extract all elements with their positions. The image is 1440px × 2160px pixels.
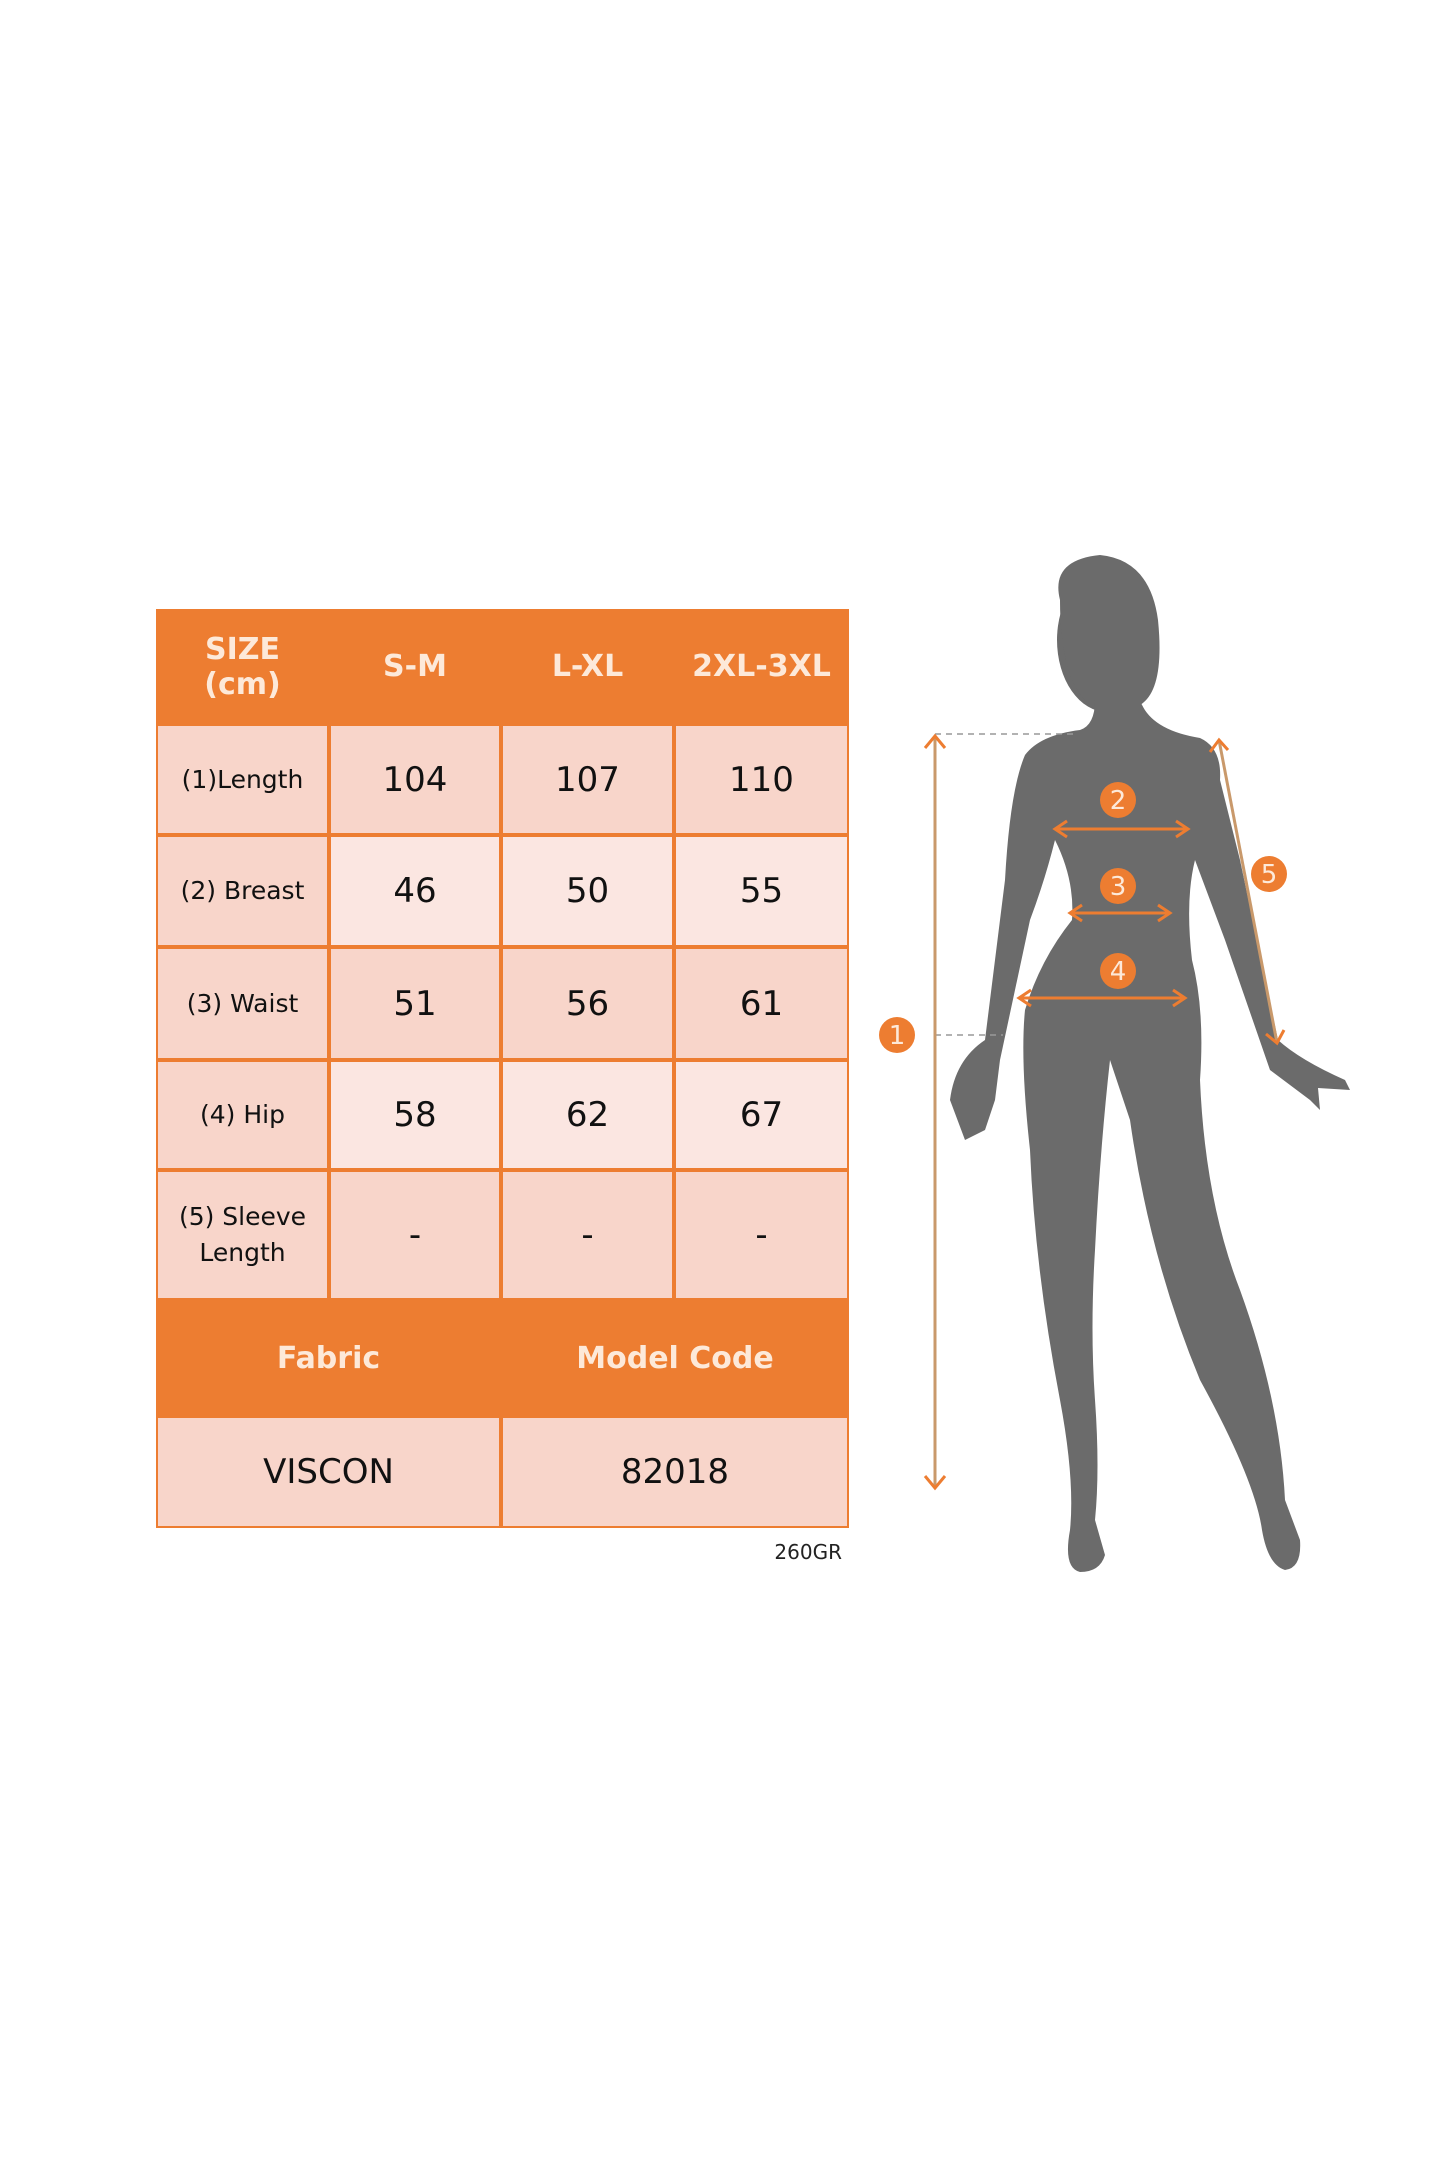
size-value-cell: - xyxy=(331,1172,499,1298)
size-column-header: S-M xyxy=(383,649,447,684)
size-header: SIZE (cm) xyxy=(204,631,281,702)
measurement-badge: 3 xyxy=(1110,872,1127,902)
info-header: Fabric xyxy=(276,1340,381,1376)
size-value-cell: 50 xyxy=(503,837,672,945)
info-header: Model Code xyxy=(576,1340,774,1376)
size-column-header: 2XL-3XL xyxy=(692,649,831,684)
size-value-cell: 107 xyxy=(503,726,672,833)
size-value-cell: 61 xyxy=(676,949,847,1058)
badge-circle xyxy=(1100,868,1136,904)
sleeve-arrow xyxy=(1217,739,1279,1044)
size-chart-table: SIZE (cm) S-M L-XL 2XL-3XL (1)Length 104 107 11… xyxy=(156,609,849,1528)
row-label: (1)Length xyxy=(158,726,327,833)
badge-circle xyxy=(1251,856,1287,892)
size-value-cell: 56 xyxy=(503,949,672,1058)
size-value-cell: - xyxy=(676,1172,847,1298)
measurement-badge: 1 xyxy=(889,1021,906,1051)
badge-circle xyxy=(1100,953,1136,989)
size-value-cell: 55 xyxy=(676,837,847,945)
info-value: VISCON xyxy=(158,1418,499,1526)
badge-circle xyxy=(879,1017,915,1053)
size-value-cell: 67 xyxy=(676,1062,847,1168)
size-value-cell: - xyxy=(503,1172,672,1298)
measurement-badge: 5 xyxy=(1261,860,1278,890)
size-value-cell: 104 xyxy=(331,726,499,833)
row-label: (2) Breast xyxy=(158,837,327,945)
size-value-cell: 46 xyxy=(331,837,499,945)
measurement-guides xyxy=(923,733,1286,1491)
info-value: 82018 xyxy=(503,1418,847,1526)
weight-note: 260GR xyxy=(774,1540,842,1564)
size-value-cell: 110 xyxy=(676,726,847,833)
row-label: (5) Sleeve Length xyxy=(158,1172,327,1298)
row-label: (3) Waist xyxy=(158,949,327,1058)
badge-circle xyxy=(1100,782,1136,818)
measurement-badge: 4 xyxy=(1110,957,1127,987)
silhouette xyxy=(950,555,1350,1572)
row-label: (4) Hip xyxy=(158,1062,327,1168)
size-column-header: L-XL xyxy=(551,649,624,684)
size-value-cell: 51 xyxy=(331,949,499,1058)
measurement-badge: 2 xyxy=(1110,786,1127,816)
size-value-cell: 58 xyxy=(331,1062,499,1168)
size-value-cell: 62 xyxy=(503,1062,672,1168)
